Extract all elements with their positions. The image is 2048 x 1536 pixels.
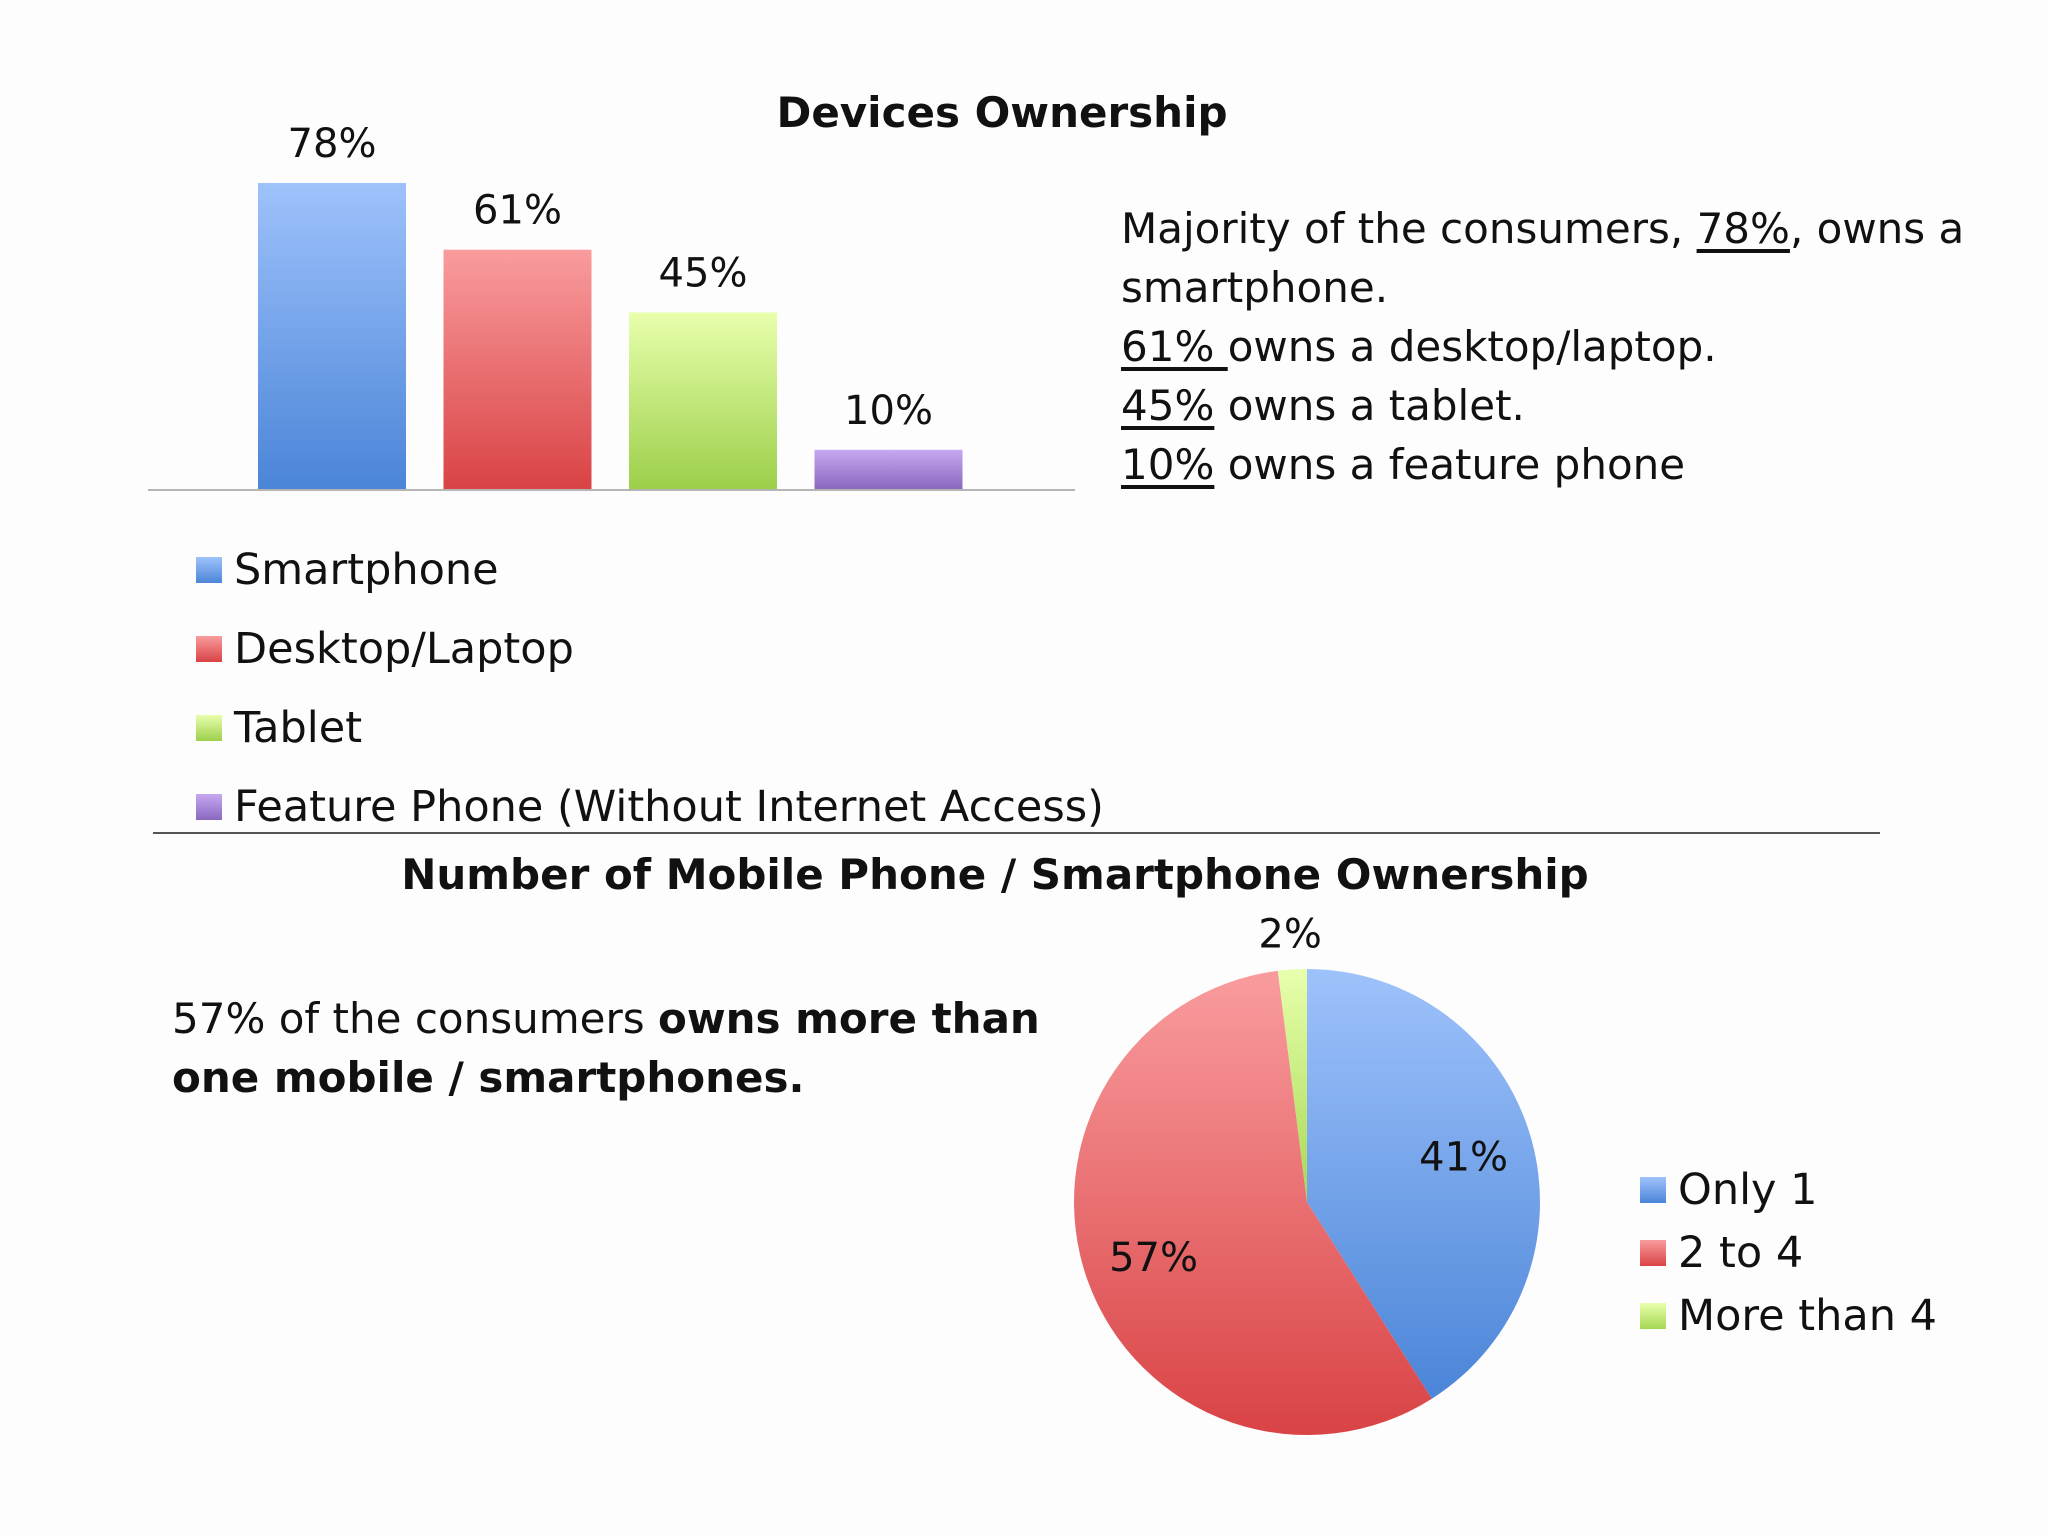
pie-chart-legend: Only 1 2 to 4 More than 4 <box>1640 1158 1937 1347</box>
legend-label-feature-phone: Feature Phone (Without Internet Access) <box>234 781 1104 832</box>
legend-item-2-to-4: 2 to 4 <box>1640 1221 1937 1284</box>
bar-chart-legend: Smartphone Desktop/Laptop Tablet Feature… <box>196 530 1104 846</box>
pie-chart-title: Number of Mobile Phone / Smartphone Owne… <box>401 850 1589 899</box>
bar-chart-bars: 78% 61% 45% 10% <box>258 121 963 489</box>
summary-line-5-suffix: owns a feature phone <box>1214 440 1686 489</box>
legend-swatch-only-1 <box>1640 1176 1666 1203</box>
bar-desktop <box>443 249 592 489</box>
summary-line-4-suffix: owns a tablet. <box>1214 381 1525 430</box>
legend-swatch-more-than-4 <box>1640 1302 1666 1329</box>
summary-pct-desktop: 61% <box>1121 322 1228 371</box>
legend-item-desktop: Desktop/Laptop <box>196 609 1104 688</box>
pie-slice-2-to-4 <box>1073 970 1432 1435</box>
summary-line-3: 61% owns a desktop/laptop. <box>1121 317 1964 376</box>
summary-line-3-suffix: owns a desktop/laptop. <box>1227 322 1717 371</box>
summary-line-5: 10% owns a feature phone <box>1121 435 1964 494</box>
legend-item-more-than-4: More than 4 <box>1640 1284 1937 1347</box>
legend-label-smartphone: Smartphone <box>234 544 499 595</box>
phones-summary-line-1: 57% of the consumers owns more than <box>172 989 1040 1048</box>
summary-pct-feature-phone: 10% <box>1121 440 1215 489</box>
bar-label-smartphone: 78% <box>288 121 377 167</box>
summary-pct-smartphone: 78% <box>1696 204 1790 253</box>
legend-item-smartphone: Smartphone <box>196 530 1104 609</box>
legend-label-2-to-4: 2 to 4 <box>1678 1227 1804 1278</box>
pie-label-2-to-4: 57% <box>1109 1235 1198 1281</box>
legend-swatch-tablet <box>196 714 222 741</box>
legend-swatch-smartphone <box>196 556 222 583</box>
legend-swatch-2-to-4 <box>1640 1239 1666 1266</box>
summary-line-2: smartphone. <box>1121 263 1389 312</box>
legend-label-tablet: Tablet <box>234 702 363 753</box>
phones-summary-text: 57% of the consumers owns more than one … <box>172 989 1040 1107</box>
legend-swatch-feature-phone <box>196 793 222 820</box>
bar-label-desktop: 61% <box>473 188 562 234</box>
summary-line-1-prefix: Majority of the consumers, <box>1121 204 1697 253</box>
legend-item-only-1: Only 1 <box>1640 1158 1937 1221</box>
bar-label-tablet: 45% <box>659 250 748 296</box>
bar-feature-phone <box>814 449 963 489</box>
bar-smartphone <box>258 183 406 489</box>
summary-pct-tablet: 45% <box>1121 381 1215 430</box>
legend-item-feature-phone: Feature Phone (Without Internet Access) <box>196 767 1104 846</box>
phones-summary-normal: 57% of the consumers <box>172 994 658 1043</box>
pie-chart: 41% 57% 2% <box>1073 912 1541 1435</box>
pie-slice-more-than-4 <box>1277 969 1307 1202</box>
summary-line-1: Majority of the consumers, 78%, owns a <box>1121 199 1964 258</box>
phones-summary-bold-2: one mobile / smartphones. <box>172 1053 805 1102</box>
pie-label-more-than-4: 2% <box>1258 912 1321 958</box>
bar-chart-title: Devices Ownership <box>776 88 1228 137</box>
phones-summary-line-2: one mobile / smartphones. <box>172 1048 1040 1107</box>
bar-tablet <box>629 312 777 489</box>
legend-swatch-desktop <box>196 635 222 662</box>
legend-label-desktop: Desktop/Laptop <box>234 623 574 674</box>
legend-item-tablet: Tablet <box>196 688 1104 767</box>
phones-summary-bold-1: owns more than <box>657 994 1040 1043</box>
pie-label-only-1: 41% <box>1419 1134 1508 1180</box>
legend-label-more-than-4: More than 4 <box>1678 1290 1938 1341</box>
summary-line-1-suffix: , owns a <box>1789 204 1965 253</box>
pie-slice-only-1 <box>1307 969 1541 1399</box>
legend-label-only-1: Only 1 <box>1678 1164 1818 1215</box>
devices-summary-text: Majority of the consumers, 78%, owns a s… <box>1121 199 1964 494</box>
summary-line-4: 45% owns a tablet. <box>1121 376 1964 435</box>
bar-label-feature-phone: 10% <box>844 388 933 434</box>
